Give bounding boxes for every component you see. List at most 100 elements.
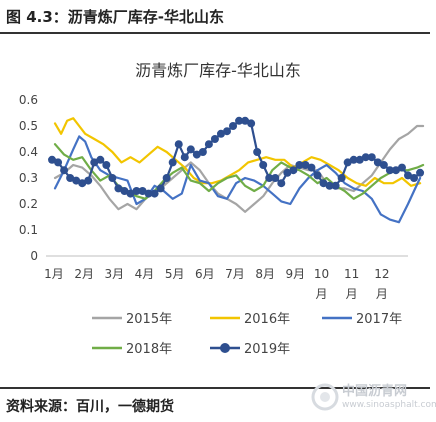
series-point [373,158,382,167]
series-point [223,127,231,136]
source-note: 资料来源：百川，一德期货 [6,399,174,415]
series-point [60,166,69,175]
series-point [289,166,298,175]
series-point [90,158,99,167]
caption-divider [0,32,430,34]
series-point [180,153,189,162]
series-point [325,181,334,190]
y-tick-label: 0.4 [19,145,38,159]
series-point [295,161,304,169]
chart-svg: 沥青炼厂库存-华北山东 0 0.1 0.2 0.3 0.4 0.5 0.6 1月 2月 3月 4月 5月… [19,61,425,357]
watermark-logo-icon [311,383,339,411]
series-point [379,161,388,169]
series-point [132,187,141,195]
x-tick-label: 10 月 [314,267,329,301]
legend-label: 2018年 [126,342,172,357]
series-point [331,181,340,190]
series-point [114,184,123,193]
x-tick-label: 6月 [195,267,215,281]
series-point [385,166,394,175]
series-point [96,155,105,164]
series-point [138,187,147,195]
series-point [259,161,268,169]
series-point [397,163,406,172]
series-line-2016年 [53,117,422,187]
figure-caption: 图 4.3：沥青炼厂库存-华北山东 [6,8,225,26]
y-tick-label: 0.6 [19,93,38,107]
source-divider [0,387,430,389]
series-point [241,116,250,125]
series-point [235,116,244,125]
series-point [162,174,171,182]
chart-title: 沥青炼厂库存-华北山东 [135,61,301,80]
legend-label: 2019年 [244,342,290,357]
x-tick-label: 3月 [105,267,125,281]
series-point [319,179,328,188]
series-point [283,168,292,177]
series-point [156,184,165,193]
series-point [78,179,87,188]
series-point [186,145,195,154]
watermark-url: www.sinoasphalt.com [342,400,436,410]
series-point [391,166,400,175]
x-tick-label: 4月 [135,267,155,281]
y-tick-label: 0.1 [19,223,38,237]
series-point [210,135,219,143]
series-point [198,148,207,156]
series-point [216,129,225,138]
series-point [404,171,412,180]
series-point [192,150,201,159]
y-tick-label: 0.2 [19,197,38,211]
series-point [150,189,159,198]
x-tick-label: 2月 [74,267,94,281]
legend-label: 2017年 [356,312,402,327]
x-tick-label: 11 月 [344,267,359,301]
watermark-name: 中国沥青网 [342,384,408,399]
x-tick-label: 12 月 [374,267,389,301]
series-point [108,174,117,182]
series-point [144,189,153,198]
y-tick-label: 0.5 [19,119,38,133]
series-point [229,122,238,130]
series-point [126,189,135,198]
series-point [120,187,129,195]
series-point [168,158,177,167]
series-point [355,155,364,164]
series-point [301,161,310,169]
series-point [367,153,376,162]
series-point [313,171,322,180]
y-tick-label: 0.3 [19,171,38,185]
series-point [361,153,370,162]
series-point [102,161,111,169]
series-point [271,174,280,182]
series-point [174,140,183,149]
series-line-2015年 [53,124,425,213]
legend-label: 2016年 [244,312,290,327]
series-point [307,163,316,172]
series-point [277,179,286,188]
series-point [54,158,63,167]
series-point [66,174,75,182]
series-point [349,155,358,164]
x-tick-label: 7月 [225,267,245,281]
series-point [247,119,256,128]
series-point [343,158,352,167]
series-point [48,155,57,164]
x-tick-label: 1月 [44,267,64,281]
y-tick-label: 0 [30,249,38,263]
series-point [337,174,346,182]
series-point [253,148,262,156]
series-point [265,174,274,182]
x-tick-label: 5月 [165,267,185,281]
chart: 沥青炼厂库存-华北山东 0 0.1 0.2 0.3 0.4 0.5 0.6 1月 2月 3月 4月 5月… [0,36,436,382]
series-point [410,174,419,182]
watermark: 中国沥青网 www.sinoasphalt.com [310,378,436,418]
series-point [84,176,93,185]
x-tick-label: 8月 [255,267,275,281]
x-tick-label: 9月 [286,267,306,281]
series-point [416,168,425,177]
series-point [204,140,213,149]
series-point [72,176,81,185]
legend-label: 2015年 [126,312,172,327]
legend-marker [220,343,230,353]
